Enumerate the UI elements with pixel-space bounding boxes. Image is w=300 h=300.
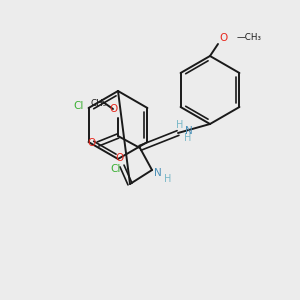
- Text: O: O: [116, 153, 124, 163]
- Text: —CH₃: —CH₃: [237, 34, 262, 43]
- Text: Cl: Cl: [111, 164, 121, 174]
- Text: O: O: [219, 33, 227, 43]
- Text: CH₃: CH₃: [91, 98, 107, 107]
- Text: O: O: [109, 104, 117, 114]
- Text: O: O: [87, 138, 95, 148]
- Text: H: H: [176, 119, 184, 130]
- Text: H: H: [164, 174, 172, 184]
- Text: Cl: Cl: [74, 101, 84, 111]
- Text: N: N: [185, 125, 193, 136]
- Text: H: H: [184, 133, 192, 143]
- Text: N: N: [154, 168, 162, 178]
